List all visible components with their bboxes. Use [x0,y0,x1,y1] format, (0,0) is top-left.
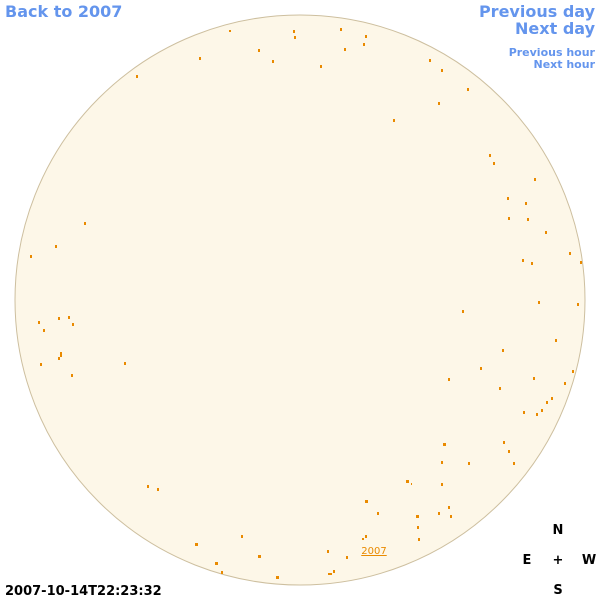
compass-north: N [553,523,564,538]
previous-hour-link[interactable]: Previous hour [509,46,596,59]
sky-disk [14,14,586,586]
previous-day-link[interactable]: Previous day [479,2,596,21]
compass-east: E [523,553,532,568]
compass-south: S [553,583,562,598]
timestamp: 2007-10-14T22:23:32 [5,584,162,599]
compass-west: W [582,553,596,568]
compass-center: + [553,553,564,568]
next-hour-link[interactable]: Next hour [534,58,596,71]
sky-object-link[interactable]: 2007 [361,546,386,557]
next-day-link[interactable]: Next day [515,19,596,38]
back-link[interactable]: Back to 2007 [5,2,122,21]
